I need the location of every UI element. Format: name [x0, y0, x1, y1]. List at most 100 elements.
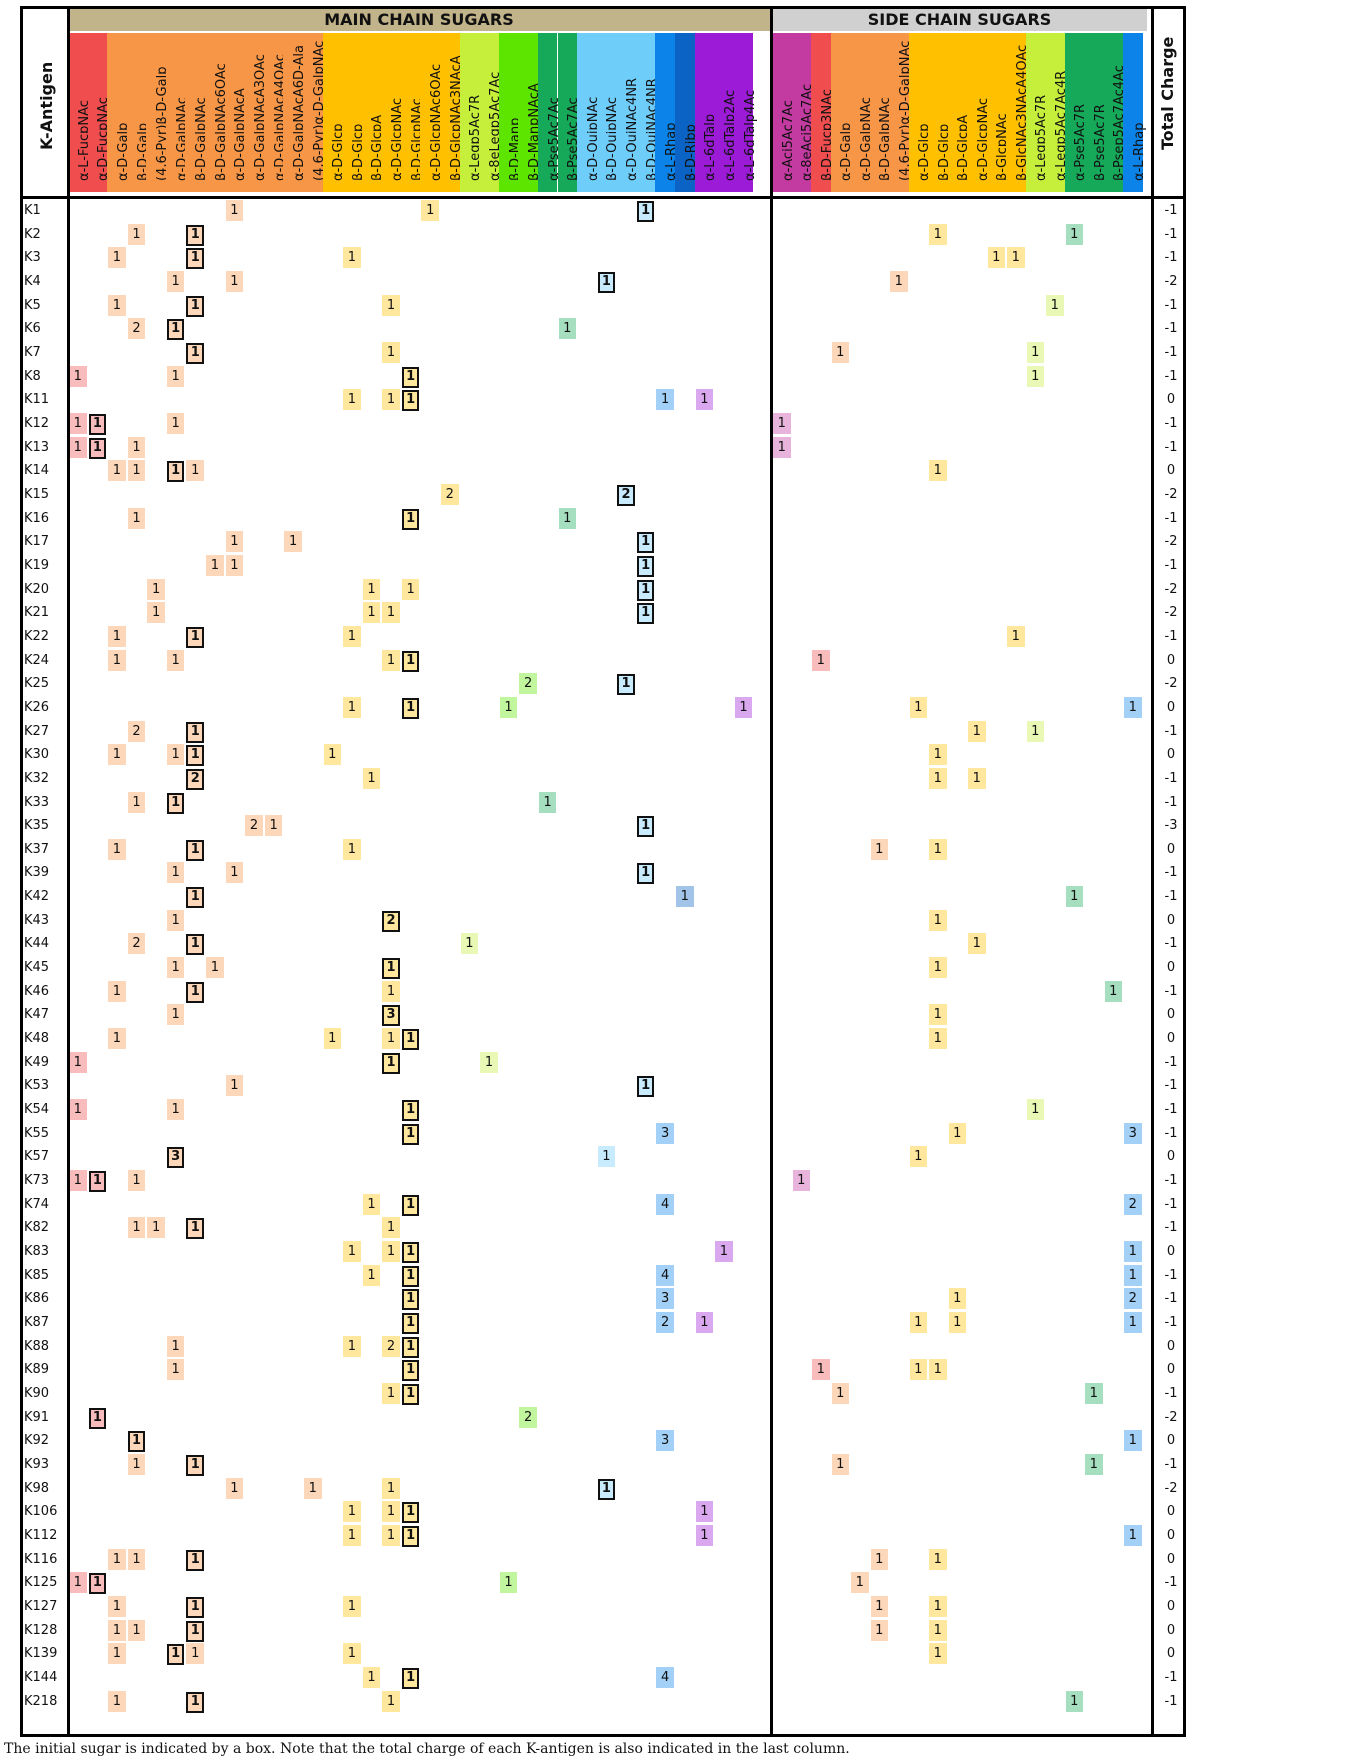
- main-header: β-Pse5Ac7Ac: [557, 33, 581, 192]
- main-sugar-count: 1: [382, 294, 400, 316]
- main-sugar-count: 1: [108, 1619, 126, 1641]
- total-charge-value: -1: [1164, 415, 1178, 431]
- total-charge-value: 0: [1166, 699, 1176, 715]
- total-charge-value: -1: [1164, 1386, 1178, 1401]
- total-charge-value: -1: [1164, 321, 1178, 337]
- main-sugar-count: 2: [519, 673, 537, 695]
- main-sugar-count: 1: [69, 1051, 87, 1073]
- side-header: β-Pse5Ac7R: [1084, 33, 1108, 192]
- main-sugar-count: 1: [108, 294, 126, 316]
- main-sugar-count: 1: [401, 1289, 420, 1311]
- main-sugar-count: 1: [382, 958, 400, 980]
- side-sugar-count: 1: [929, 223, 947, 245]
- side-sugar-count: 1: [968, 933, 986, 955]
- side-sugar-count: 1: [929, 767, 947, 789]
- main-sugar-count: 3: [382, 1005, 400, 1027]
- total-charge-value: -2: [1164, 1409, 1178, 1425]
- table-bottom-border: [20, 1734, 1186, 1737]
- side-sugar-count: 1: [870, 1548, 888, 1570]
- side-sugar-count: 1: [948, 1288, 966, 1310]
- total-charge-value: -1: [1164, 1267, 1178, 1283]
- main-sugar-count: 1: [343, 838, 361, 860]
- k-antigen-label: K116: [24, 1551, 58, 1567]
- side-sugar-count: 1: [929, 909, 947, 931]
- main-side-divider: [770, 6, 773, 1734]
- main-sugar-count: 1: [401, 1029, 420, 1051]
- total-charge-value: -1: [1164, 628, 1178, 644]
- main-sugar-count: 1: [166, 1359, 185, 1381]
- main-sugar-count: 1: [558, 507, 577, 529]
- main-sugar-count: 1: [127, 791, 146, 813]
- main-header: β-D-GlcpA: [361, 33, 385, 192]
- total-charge-column-title: Total Charge: [1158, 36, 1177, 150]
- main-sugar-count: 1: [617, 674, 635, 696]
- main-header: β-D-GlcpNAc3NAcA: [440, 33, 464, 192]
- k-antigen-label: K53: [24, 1078, 50, 1094]
- k-antigen-label: K218: [24, 1693, 58, 1709]
- k-antigen-label: K74: [24, 1196, 50, 1212]
- main-header: β-D-ManpNAcA: [518, 33, 542, 192]
- side-sugar-count: 1: [929, 1619, 947, 1641]
- side-sugar-count: 1: [773, 412, 791, 434]
- main-sugar-count: 1: [166, 1099, 185, 1121]
- main-sugar-count: 2: [441, 483, 459, 505]
- main-header: α-D-Glcp: [322, 33, 346, 192]
- total-charge-value: -1: [1164, 889, 1178, 905]
- main-sugar-count: 1: [88, 1573, 107, 1595]
- total-charge-value: 0: [1166, 960, 1176, 976]
- total-charge-value: -1: [1164, 1456, 1178, 1472]
- main-sugar-count: 1: [675, 886, 694, 908]
- total-charge-value: 0: [1166, 1622, 1176, 1638]
- side-sugar-count: 1: [929, 957, 947, 979]
- main-sugar-count: 1: [401, 1667, 420, 1689]
- side-header: β-D-GlcpA: [947, 33, 971, 192]
- main-sugar-count: 1: [460, 933, 479, 955]
- side-sugar-count: 1: [1007, 625, 1025, 647]
- k-antigen-label: K25: [24, 676, 50, 692]
- total-charge-value: 0: [1166, 1646, 1176, 1662]
- main-sugar-count: 1: [147, 1217, 165, 1239]
- side-sugar-count: 1: [812, 649, 830, 671]
- k-antigen-label: K48: [24, 1031, 50, 1047]
- side-sugar-count: 1: [773, 436, 791, 458]
- main-sugar-count: 1: [225, 200, 244, 221]
- main-header: β-D-GlcpNAc: [400, 33, 425, 192]
- main-sugar-count: 1: [323, 744, 342, 766]
- main-sugar-count: 1: [186, 1620, 205, 1642]
- side-sugar-count: 1: [792, 1170, 810, 1192]
- total-charge-value: 0: [1166, 1551, 1176, 1567]
- main-header: α-Legp5Ac7R: [459, 33, 483, 192]
- main-sugar-count: 1: [401, 697, 420, 719]
- main-sugar-count: 1: [421, 200, 440, 221]
- table-caption: The initial sugar is indicated by a box.…: [4, 1741, 850, 1757]
- main-sugar-count: 1: [225, 862, 244, 884]
- total-charge-value: -1: [1164, 794, 1178, 810]
- side-sugar-count: 2: [1124, 1288, 1142, 1310]
- k-antigen-label: K33: [24, 794, 50, 810]
- main-sugar-count: 3: [656, 1122, 674, 1144]
- k-antigen-label: K2: [24, 226, 41, 242]
- main-sugar-count: 1: [186, 745, 205, 767]
- main-sugar-count: 1: [206, 554, 224, 576]
- main-sugar-count: 1: [88, 437, 107, 459]
- main-header-label: α-L-6dTalp4Ac: [742, 89, 758, 181]
- main-header: α-D-GalpNAc: [165, 33, 190, 192]
- main-sugar-count: 1: [636, 201, 655, 222]
- total-charge-value: -1: [1164, 203, 1178, 218]
- total-charge-value: -1: [1164, 770, 1178, 786]
- main-sugar-count: 1: [225, 270, 244, 292]
- side-sugar-count: 1: [909, 696, 927, 718]
- charge-column-divider: [1151, 6, 1154, 1734]
- main-sugar-count: 1: [401, 1194, 420, 1216]
- main-sugar-count: 2: [382, 910, 400, 932]
- total-charge-value: -1: [1164, 1102, 1178, 1118]
- side-header: α-D-Galp: [830, 33, 854, 192]
- main-sugar-count: 1: [636, 1076, 655, 1098]
- k-antigen-label: K4: [24, 273, 41, 289]
- main-sugar-count: 1: [343, 1501, 361, 1523]
- main-sugar-count: 1: [401, 578, 420, 600]
- total-charge-value: -1: [1164, 1173, 1178, 1189]
- k-antigen-label: K106: [24, 1504, 58, 1520]
- main-sugar-count: 1: [401, 366, 420, 388]
